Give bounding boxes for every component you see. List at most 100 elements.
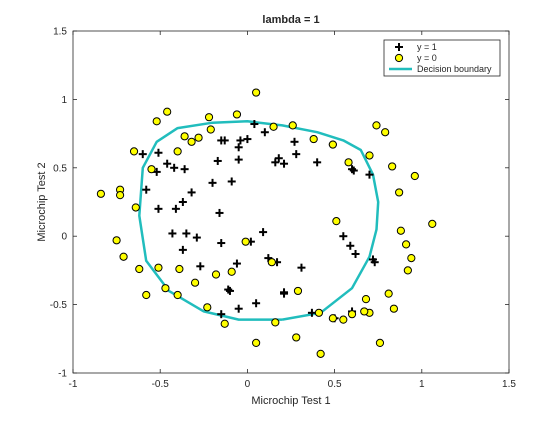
- point-y0: [220, 319, 229, 328]
- point-y1: [217, 136, 226, 145]
- point-y1: [187, 188, 196, 197]
- point-y0: [269, 122, 278, 131]
- point-y1: [271, 158, 280, 167]
- point-y0: [147, 165, 156, 174]
- point-y1: [163, 159, 172, 168]
- point-y0: [388, 162, 397, 171]
- point-y0: [152, 117, 161, 126]
- point-y0: [407, 253, 416, 263]
- point-y1: [234, 143, 243, 152]
- point-y0: [135, 264, 144, 274]
- point-y0: [339, 315, 348, 324]
- point-y1: [234, 155, 243, 164]
- y-tick-label: -1: [58, 369, 67, 380]
- y-tick-label: 1.5: [53, 27, 67, 38]
- point-y0: [403, 266, 412, 275]
- point-y0: [381, 128, 390, 137]
- point-y1: [232, 259, 241, 268]
- point-y0: [316, 349, 325, 358]
- point-y1: [142, 185, 151, 194]
- point-y0: [232, 110, 242, 119]
- point-y0: [252, 88, 261, 97]
- axes: -1 -0.5 0 0.5 1 1.5 -1 -0.5 0 0.5 1 1.5: [50, 27, 517, 391]
- point-y1: [313, 158, 322, 167]
- point-y0: [194, 133, 203, 142]
- chart-title: lambda = 1: [262, 14, 319, 26]
- marker-layer: [96, 88, 437, 358]
- y-tick-label: 0: [61, 232, 67, 243]
- x-tick-label: -1: [69, 379, 78, 390]
- plot-area: [73, 31, 509, 373]
- x-tick-label: 0: [245, 379, 251, 390]
- point-y0: [372, 121, 381, 130]
- point-y0: [175, 264, 184, 274]
- point-y0: [115, 191, 125, 200]
- point-y1: [213, 156, 222, 165]
- point-y0: [206, 125, 215, 134]
- legend-swatch-y1: [395, 43, 403, 51]
- point-y1: [224, 285, 233, 294]
- legend-label: y = 1: [417, 42, 437, 52]
- point-y0: [314, 308, 324, 317]
- point-y0: [211, 270, 221, 279]
- point-y0: [154, 263, 163, 272]
- point-y1: [292, 150, 301, 159]
- point-y0: [328, 314, 337, 323]
- point-y1: [208, 178, 217, 187]
- point-y0: [271, 318, 280, 327]
- point-y1: [290, 137, 299, 146]
- point-y1: [217, 310, 226, 319]
- point-y0: [129, 147, 139, 156]
- point-y1: [234, 304, 243, 313]
- y-tick-label: 1: [61, 95, 67, 106]
- point-y0: [389, 304, 398, 313]
- point-y1: [196, 262, 205, 271]
- point-y1: [346, 241, 355, 250]
- decision-boundary-line: [138, 120, 380, 321]
- point-y1: [215, 208, 224, 217]
- point-y1: [154, 148, 163, 157]
- legend-label: Decision boundary: [417, 64, 492, 74]
- point-y0: [204, 113, 214, 122]
- legend-swatch-y0: [394, 53, 404, 63]
- point-y0: [252, 338, 261, 348]
- point-y1: [307, 308, 316, 317]
- point-y0: [344, 158, 353, 167]
- point-y1: [180, 165, 189, 174]
- point-y0: [227, 267, 236, 276]
- point-y0: [384, 289, 393, 298]
- point-y1: [182, 229, 191, 238]
- y-tick-label: 0.5: [53, 163, 67, 174]
- point-y0: [410, 171, 419, 181]
- point-y1: [365, 170, 374, 179]
- point-y1: [217, 239, 226, 248]
- boundary-layer: [138, 120, 380, 321]
- point-y1: [280, 289, 289, 298]
- x-tick-label: -0.5: [152, 379, 170, 390]
- x-tick-label: 1.5: [502, 379, 516, 390]
- point-y0: [112, 236, 121, 245]
- point-y0: [190, 278, 200, 287]
- point-y0: [375, 338, 385, 348]
- point-y0: [241, 237, 250, 246]
- point-y0: [142, 290, 151, 300]
- point-y0: [402, 240, 411, 249]
- point-y1: [260, 128, 269, 137]
- point-y0: [428, 219, 437, 228]
- point-y0: [267, 258, 276, 267]
- point-y0: [96, 189, 106, 198]
- point-y1: [227, 177, 236, 186]
- point-y1: [252, 299, 261, 308]
- y-axis-label: Microchip Test 2: [36, 162, 48, 241]
- point-y1: [236, 136, 245, 145]
- point-y0: [361, 295, 371, 304]
- point-y1: [274, 154, 283, 163]
- point-y1: [368, 255, 377, 264]
- point-y0: [163, 107, 172, 116]
- point-y1: [339, 232, 348, 241]
- point-y1: [259, 228, 268, 237]
- axes-box: [72, 30, 510, 374]
